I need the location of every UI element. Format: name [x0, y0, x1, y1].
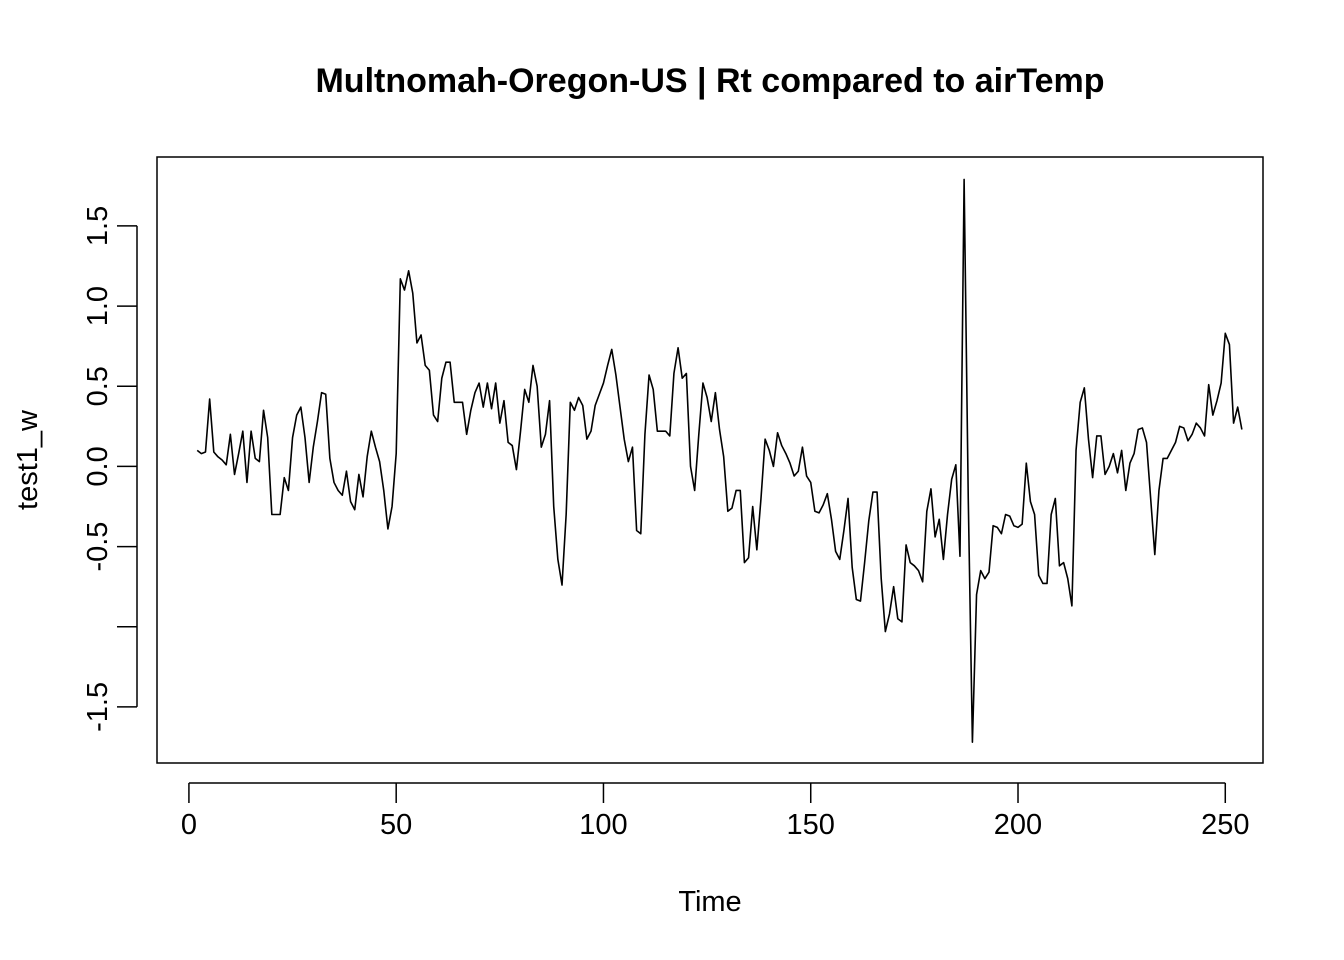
- series-line: [196, 178, 1243, 743]
- x-tick-label: 200: [994, 809, 1042, 841]
- chart-title: Multnomah-Oregon-US | Rt compared to air…: [315, 62, 1104, 100]
- data-points: [196, 178, 1243, 743]
- y-tick-label: 1.0: [82, 286, 114, 326]
- plot-frame: [156, 156, 1264, 764]
- y-tick-label: 1.5: [82, 206, 114, 246]
- x-tick-label: 50: [380, 809, 412, 841]
- y-tick-label: -0.5: [82, 522, 114, 572]
- y-axis: -1.5 -0.5 0.0 0.5 1.0 1.5: [82, 206, 138, 732]
- x-tick-label: 250: [1201, 809, 1249, 841]
- y-tick-label: 0.0: [82, 446, 114, 486]
- x-axis: 0 50 100 150 200 250: [181, 782, 1249, 841]
- x-tick-label: 100: [579, 809, 627, 841]
- y-tick-label: 0.5: [82, 366, 114, 406]
- x-tick-label: 0: [181, 809, 197, 841]
- x-axis-label: Time: [678, 886, 741, 918]
- y-tick-label: -1.5: [82, 682, 114, 732]
- x-tick-label: 150: [787, 809, 835, 841]
- y-axis-label: test1_w: [12, 409, 44, 510]
